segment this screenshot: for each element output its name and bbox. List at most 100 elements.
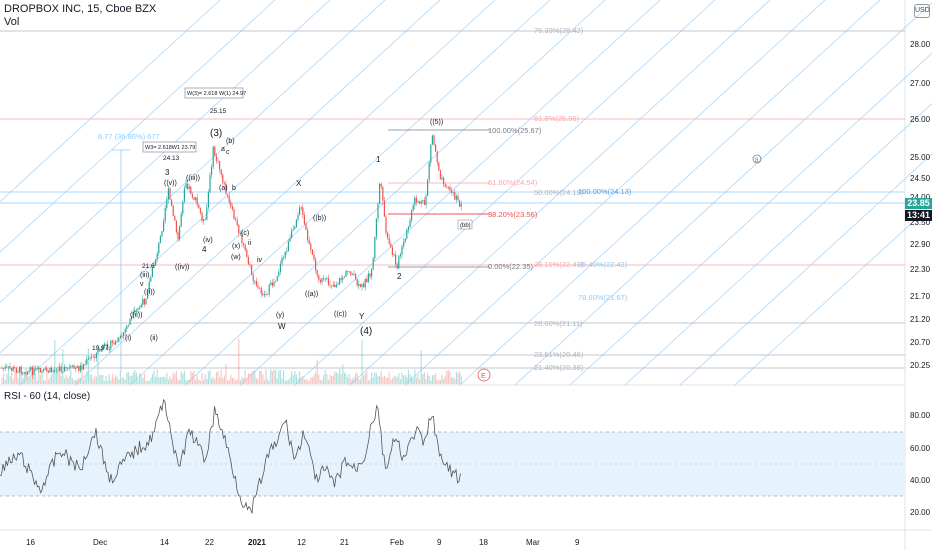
label-ii: ((ii)) (130, 312, 142, 319)
time-tick: 18 (479, 538, 488, 547)
price-tick: 21.20 (910, 315, 931, 324)
price-tick: 20.25 (910, 361, 931, 370)
fib-100-label: 100.00%(25.67) (488, 126, 542, 135)
label-2: 2 (397, 272, 402, 281)
price-tick: 28.00 (910, 40, 931, 49)
chart-header: DROPBOX INC, 15, Cboe BZX Vol (4, 3, 156, 29)
label-w: (w) (231, 254, 241, 261)
time-tick: Feb (390, 538, 404, 547)
price-tick: 22.90 (910, 240, 931, 249)
label-iv: ((iv)) (175, 264, 189, 271)
price-tick: 26.00 (910, 115, 931, 124)
price-note-216: 21.6 (142, 263, 155, 270)
label-b3: b (232, 185, 236, 192)
fib-50-label: 50.00%(24.13) (534, 188, 584, 197)
time-tick: 2021 (248, 538, 266, 547)
fib-382-label: 38.20%(23.56) (488, 210, 538, 219)
label-v: ((v)) (164, 180, 177, 187)
label-ii2: ii (248, 240, 252, 247)
rsi-tick: 20.00 (910, 508, 931, 517)
rsi-indicator-title[interactable]: RSI - 60 (14, close) (4, 391, 91, 402)
label-c3: c (226, 149, 230, 156)
price-tick: 24.00 (910, 193, 931, 202)
fib-854-label: 85.40%(22.42) (578, 260, 628, 269)
volume-bars (1, 338, 462, 384)
rsi-pane[interactable] (0, 398, 905, 514)
fib-channel-lines[interactable] (0, 0, 932, 386)
rsi-line (0, 398, 461, 514)
label-X: X (296, 179, 302, 188)
time-tick: Dec (93, 538, 107, 547)
rsi-tick: 40.00 (910, 476, 931, 485)
label-iv2: iv (257, 257, 263, 264)
price-note-2413: 24.13 (163, 155, 180, 162)
label-c2: ((c)) (334, 311, 347, 318)
label-c: (c) (241, 230, 249, 237)
label-circle-e: E (481, 373, 486, 380)
label-i: ((i)) (144, 289, 155, 296)
label-W: W (278, 322, 286, 331)
wave-target-note: W(3)= 2.618 W(1) 24.97 (187, 91, 246, 97)
time-tick: 22 (205, 538, 214, 547)
label-iii3: (iii) (140, 272, 149, 279)
time-tick: 9 (437, 538, 442, 547)
price-tick: 23.50 (910, 218, 931, 227)
label-y: (y) (276, 312, 284, 319)
label-a: (a) (219, 185, 228, 192)
bar-countdown-badge: 13:41 (905, 210, 932, 221)
rsi-tick: 60.00 (910, 444, 931, 453)
fib-214-label: 21.40%(20.38) (534, 363, 584, 372)
fib-level-labels: 76.39%(28.42) 61.8%(25.96) 100.00%(25.67… (98, 26, 632, 372)
price-tick: 22.30 (910, 265, 931, 274)
fib-levels[interactable] (0, 30, 905, 372)
fib-618-upper-label: 61.8%(25.96) (534, 114, 580, 123)
symbol-title[interactable]: DROPBOX INC, 15, Cboe BZX (4, 3, 157, 15)
fib-786-label: 78.60%(21.67) (578, 293, 628, 302)
label-a2: ((a)) (305, 291, 318, 298)
label-iib: (ii) (150, 335, 158, 342)
label-v2: v (140, 281, 144, 288)
fib-0-label: 0.00%(22.35) (488, 262, 534, 271)
label-x: (x) (232, 243, 240, 250)
price-tick: 21.70 (910, 292, 931, 301)
time-tick: Mar (526, 538, 540, 547)
current-price-badge: 23.85 (905, 198, 932, 209)
label-b: (b) (226, 138, 235, 145)
label-i3: (i) (125, 335, 131, 342)
label-ivb: (iv) (203, 237, 213, 244)
time-tick: 9 (575, 538, 580, 547)
price-note-2515: 25.15 (210, 108, 227, 115)
price-axis[interactable]: 28.00 27.00 26.00 25.00 24.50 24.00 23.5… (910, 40, 931, 370)
label-3: 3 (165, 168, 170, 177)
measure-label: 6.77 (36.86%) 677 (98, 132, 160, 141)
time-tick: 12 (297, 538, 306, 547)
label-5: ((5)) (430, 119, 443, 126)
fib-7639-label: 76.39%(28.42) (534, 26, 584, 35)
currency-button[interactable]: USD (914, 4, 930, 18)
volume-indicator-title[interactable]: Vol (4, 16, 20, 28)
circle-marker-8 (752, 154, 762, 164)
price-candles[interactable] (1, 134, 462, 379)
label-Y: Y (359, 312, 365, 321)
time-axis[interactable]: 16 Dec 14 22 2021 12 21 Feb 9 18 Mar 9 (26, 538, 580, 547)
wave-target-note-2: W3= 2.618W1 23.79 (145, 145, 195, 151)
fib-286-label: 28.60%(21.11) (534, 319, 583, 328)
time-tick: 21 (340, 538, 349, 547)
wave-annotations[interactable]: W(3)= 2.618 W(1) 24.97 W3= 2.618W1 23.79… (92, 87, 762, 382)
label-4: 4 (202, 245, 207, 254)
rsi-tick: 80.00 (910, 411, 931, 420)
label-a3: a (221, 146, 225, 153)
circle-marker-e (477, 368, 491, 382)
label-iii: ((iii)) (186, 175, 200, 182)
price-tick: 24.50 (910, 174, 931, 183)
label-1: 1 (376, 155, 381, 164)
price-tick: 25.00 (910, 153, 931, 162)
fib-236-label: 23.61%(20.46) (534, 350, 584, 359)
time-tick: 16 (26, 538, 35, 547)
label-circle-8: 8 (755, 158, 759, 164)
price-note-1997: 19.97 (92, 345, 109, 352)
fib-100b-label: 100.00%(24.13) (578, 187, 632, 196)
time-tick: 14 (160, 538, 169, 547)
fib-3819-label: 38.19%(22.41) (534, 260, 584, 269)
